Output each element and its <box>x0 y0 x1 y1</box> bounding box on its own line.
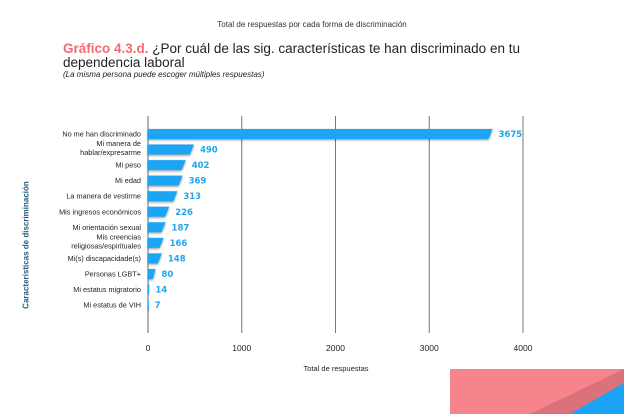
value-label: 369 <box>189 177 207 187</box>
chart-subtitle: (La misma persona puede escoger múltiple… <box>63 70 265 79</box>
x-tick-label: 4000 <box>514 343 533 353</box>
bar <box>148 191 178 202</box>
category-label: Mi estatus de VIH <box>83 301 141 310</box>
value-label: 187 <box>172 223 190 233</box>
bar <box>148 237 164 248</box>
category-label: Mi estatus migratorio <box>73 285 141 294</box>
bar <box>148 160 186 171</box>
category-label: Personas LGBT+ <box>85 269 141 278</box>
x-axis-ticks: 0 1000 2000 3000 4000 <box>146 343 533 353</box>
chart-heading-text: ¿Por cuál de las sig. características te… <box>63 41 520 70</box>
value-label: 148 <box>168 254 186 264</box>
category-label: Mis creencias <box>96 232 141 241</box>
x-tick-label: 1000 <box>232 343 251 353</box>
category-label: Mi(s) discapacidade(s) <box>68 254 141 263</box>
value-label: 313 <box>183 192 201 202</box>
category-label: Mi edad <box>115 176 141 185</box>
x-tick-label: 2000 <box>326 343 345 353</box>
bar <box>148 206 170 217</box>
chart-heading: Gráfico 4.3.d. ¿Por cuál de las sig. car… <box>63 42 583 80</box>
bar <box>148 222 166 233</box>
x-tick-label: 0 <box>146 343 151 353</box>
category-label: No me han discriminado <box>62 130 141 139</box>
chart-heading-label: Gráfico 4.3.d. <box>63 41 149 56</box>
chart-title: Total de respuestas por cada forma de di… <box>217 20 407 29</box>
category-label: religiosas/espirituales <box>71 241 141 250</box>
bar <box>148 175 183 186</box>
x-tick-label: 3000 <box>420 343 439 353</box>
bar <box>148 300 149 311</box>
value-label: 490 <box>200 146 218 156</box>
bar <box>148 268 156 279</box>
value-label: 14 <box>155 286 167 296</box>
value-label: 7 <box>155 301 161 311</box>
value-label: 166 <box>170 239 188 249</box>
value-label: 80 <box>162 270 174 280</box>
category-label: Mis ingresos económicos <box>59 207 141 216</box>
decoration-blue-triangle <box>570 383 624 414</box>
category-label: Mi manera de <box>96 139 141 148</box>
value-labels: 3675 490 402 369 313 226 187 166 148 80 14 7 <box>155 130 523 311</box>
corner-decoration <box>450 369 624 414</box>
bars <box>148 129 493 311</box>
bar <box>148 253 162 264</box>
bar <box>148 144 194 155</box>
bar <box>148 284 150 295</box>
bar <box>148 129 493 139</box>
x-axis-title: Total de respuestas <box>303 364 369 373</box>
category-label: Mi orientación sexual <box>72 223 141 232</box>
value-label: 402 <box>192 161 210 171</box>
value-label: 226 <box>175 208 193 218</box>
category-label: La manera de vestirme <box>66 192 141 201</box>
value-label: 3675 <box>499 130 523 140</box>
category-label: Mi peso <box>115 161 141 170</box>
category-label: hablar/expresarme <box>80 148 141 157</box>
